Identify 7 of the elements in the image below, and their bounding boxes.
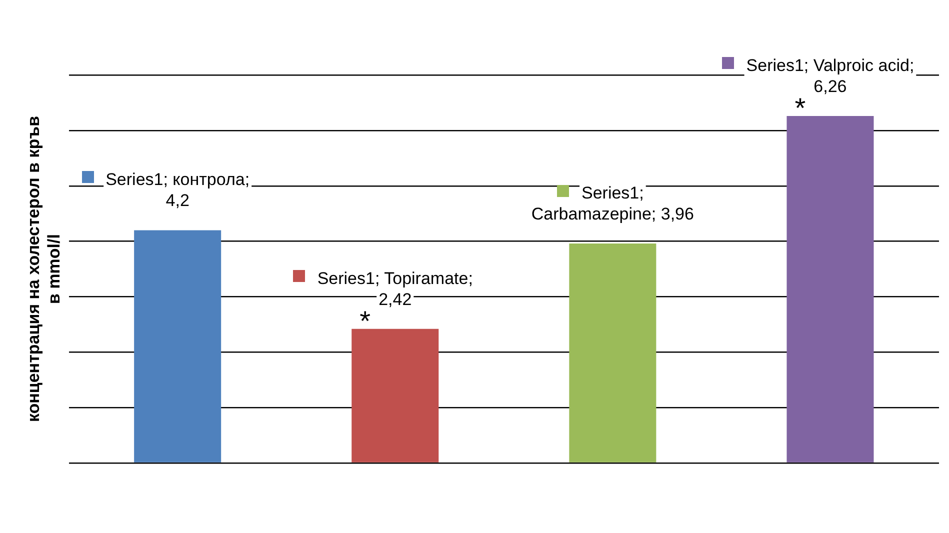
bar [134,230,222,462]
data-label: Series1; Carbamazepine; 3,96 [531,184,694,224]
bar [569,244,656,462]
bar [352,328,439,462]
data-label: Series1; контрола; 4,2 [106,170,250,210]
bar [786,116,874,462]
y-axis-title: концентрация на холестерол в кръв в mmol/l [24,116,64,422]
